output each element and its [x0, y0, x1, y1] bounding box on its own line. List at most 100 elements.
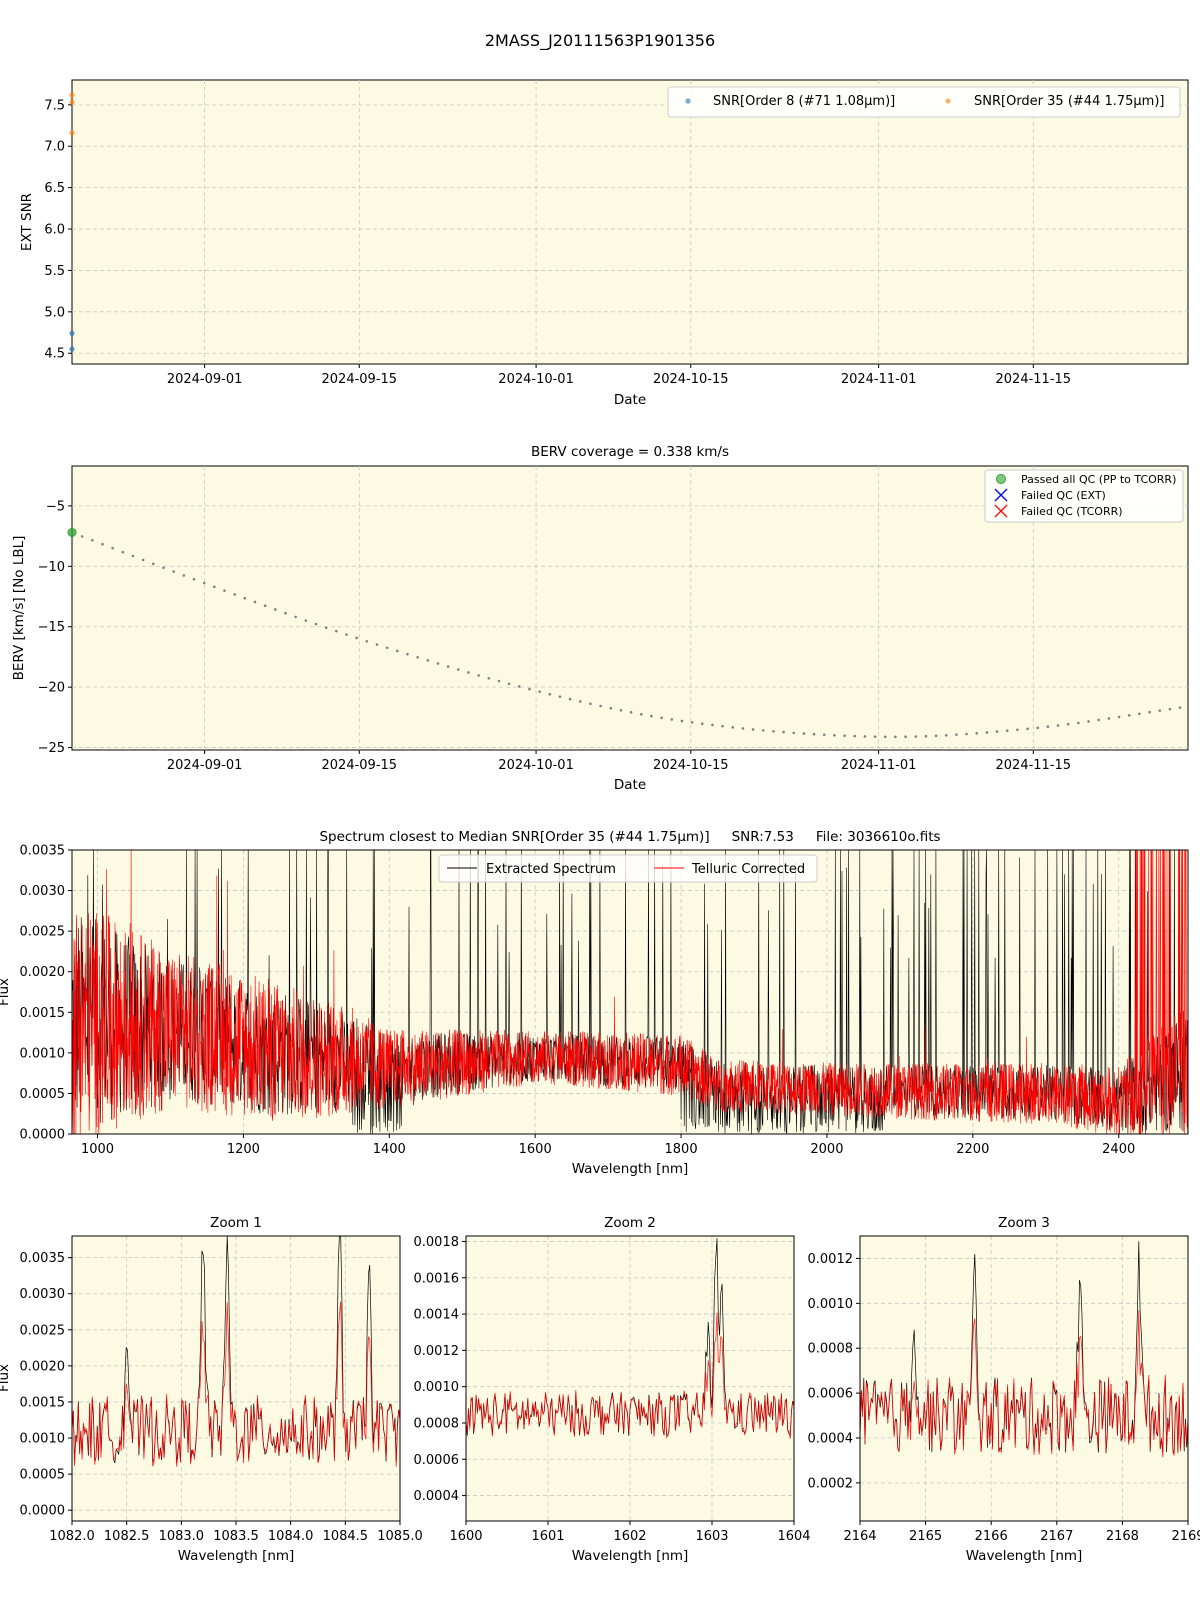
berv-curve-dot: [517, 685, 521, 688]
zoom1-y-tick-label: 0.0005: [20, 1468, 66, 1483]
zoom1-x-tick-label: 1084.5: [323, 1529, 369, 1544]
zoom3-plot-area: [860, 1236, 1188, 1521]
berv-y-tick-label: −5: [46, 499, 65, 514]
berv-curve-dot: [436, 662, 440, 665]
spectrum-x-axis-label: Wavelength [nm]: [572, 1161, 689, 1177]
zoom3-panel: Zoom 3 216421652166216721682169 0.00020.…: [808, 1215, 1200, 1564]
berv-curve-dot: [955, 733, 958, 736]
berv-curve-dot: [233, 593, 236, 596]
berv-curve-dot: [721, 724, 724, 728]
berv-curve-dot: [558, 695, 562, 698]
zoom1-y-tick-label: 0.0030: [20, 1287, 66, 1302]
zoom1-y-tick-label: 0.0010: [20, 1432, 66, 1447]
snr-points: [69, 92, 75, 352]
berv-curve-dot: [599, 704, 602, 708]
berv-curve-dot: [365, 639, 369, 643]
zoom2-y-tick-label: 0.0004: [414, 1489, 460, 1504]
berv-curve-dot: [1168, 707, 1172, 711]
snr-grid: [72, 80, 1188, 364]
berv-curve-dot: [263, 604, 267, 608]
legend-extracted-label: Extracted Spectrum: [486, 862, 616, 877]
berv-x-tick-label: 2024-09-15: [322, 758, 398, 773]
berv-curve-dot: [1056, 724, 1060, 727]
berv-curve-dot: [1178, 706, 1182, 709]
berv-curve-dot: [1107, 717, 1111, 720]
berv-x-tick-label: 2024-11-01: [841, 758, 917, 773]
snr-x-tick-label: 2024-11-15: [996, 372, 1072, 387]
zoom2-y-tick-label: 0.0012: [414, 1344, 460, 1359]
legend-failed-ext-label: Failed QC (EXT): [1021, 489, 1106, 502]
telluric-corrected-line: [71, 849, 1189, 1135]
zoom3-x-tick-label: 2169: [1171, 1529, 1200, 1544]
berv-curve-dot: [853, 734, 857, 738]
spectrum-legend-box: [438, 854, 818, 883]
berv-curve-dot: [1148, 710, 1151, 714]
spectrum-y-axis-label: Flux: [0, 978, 12, 1006]
berv-curve-dot: [426, 659, 430, 662]
spectrum-x-tick-label: 1600: [519, 1142, 552, 1157]
berv-curve-dot: [965, 732, 968, 736]
zoom3-frame: [859, 1235, 1189, 1522]
zoom1-traces: [71, 1235, 401, 1467]
berv-curve-dot: [223, 589, 226, 592]
berv-curve-dot: [843, 734, 846, 738]
zoom3-x-axis-label: Wavelength [nm]: [966, 1548, 1083, 1564]
legend-passed-marker: [996, 474, 1006, 484]
berv-curve-dot: [924, 734, 928, 738]
zoom2-panel: Zoom 2 1600 1601 1602 1603 1604 0.0004 0.0006…: [414, 1215, 811, 1564]
berv-curve-dot: [528, 687, 531, 691]
snr-point: [69, 130, 75, 136]
zoom2-x-ticks: 1600 1601 1602 1603 1604: [449, 1521, 811, 1544]
berv-y-tick-label: −25: [38, 741, 65, 756]
berv-curve-dot: [660, 716, 663, 720]
zoom2-x-axis-label: Wavelength [nm]: [572, 1548, 689, 1564]
berv-x-tick-label: 2024-11-15: [996, 758, 1072, 773]
berv-curve-dot: [91, 538, 94, 542]
zoom3-grid: [859, 1236, 1189, 1521]
berv-curve-dot: [162, 566, 165, 570]
berv-x-tick-label: 2024-09-01: [167, 758, 243, 773]
zoom2-y-tick-label: 0.0006: [414, 1453, 460, 1468]
berv-curve-dot: [416, 656, 419, 659]
berv-curve-dot: [101, 542, 104, 546]
berv-legend: Passed all QC (PP to TCORR) Failed QC (E…: [984, 469, 1184, 523]
snr-y-tick-label: 7.0: [44, 140, 65, 155]
snr-x-tick-label: 2024-10-15: [653, 372, 729, 387]
berv-legend-box: [984, 469, 1184, 523]
berv-curve-dot: [1046, 725, 1050, 729]
berv-curve-dot: [131, 554, 135, 558]
snr-y-tick-label: 7.5: [44, 98, 65, 113]
zoom1-x-ticks: 1082.0 1082.5 1083.0 1083.5 1084.0 1084.5 1085…: [49, 1521, 423, 1544]
snr-legend-label-order8: SNR[Order 8 (#71 1.08μm)]: [713, 94, 895, 109]
snr-legend-marker-order35: [945, 98, 951, 104]
zoom2-telluric-line: [465, 1312, 795, 1439]
berv-curve-dot: [284, 611, 287, 615]
zoom2-x-tick-label: 1601: [531, 1529, 564, 1544]
berv-x-tick-label: 2024-10-15: [653, 758, 729, 773]
berv-title: BERV coverage = 0.338 km/s: [531, 444, 729, 460]
zoom3-y-tick-label: 0.0006: [808, 1387, 854, 1402]
spectrum-y-tick-label: 0.0020: [20, 965, 66, 980]
berv-y-tick-label: −10: [38, 560, 65, 575]
berv-x-ticks: 2024-09-01 2024-09-15 2024-10-01 2024-10-15…: [167, 750, 1071, 773]
snr-x-ticks: 2024-09-01 2024-09-15 2024-10-01 2024-10-15…: [167, 364, 1071, 387]
berv-curve-dot: [324, 626, 328, 629]
snr-y-tick-label: 5.5: [44, 264, 65, 279]
snr-x-tick-label: 2024-11-01: [841, 372, 917, 387]
spectrum-y-tick-label: 0.0035: [20, 844, 66, 859]
berv-y-axis-label: BERV [km/s] [No LBL]: [11, 536, 27, 681]
berv-curve-dot: [192, 577, 196, 581]
zoom1-x-tick-label: 1085.0: [377, 1529, 423, 1544]
snr-plot-area: [71, 79, 1189, 365]
zoom3-y-tick-label: 0.0004: [808, 1431, 854, 1446]
berv-curve-dot: [650, 714, 653, 718]
spectrum-title-file: File: 3036610o.fits: [816, 829, 941, 845]
spectrum-frame: [71, 849, 1189, 1135]
berv-passed-points: [67, 527, 77, 537]
snr-x-tick-label: 2024-09-15: [322, 372, 398, 387]
berv-curve-dot: [507, 682, 511, 686]
berv-curve-dot: [934, 734, 938, 738]
spectrum-y-tick-label: 0.0030: [20, 884, 66, 899]
snr-x-axis-label: Date: [614, 392, 646, 408]
spectrum-x-tick-label: 1400: [373, 1142, 406, 1157]
